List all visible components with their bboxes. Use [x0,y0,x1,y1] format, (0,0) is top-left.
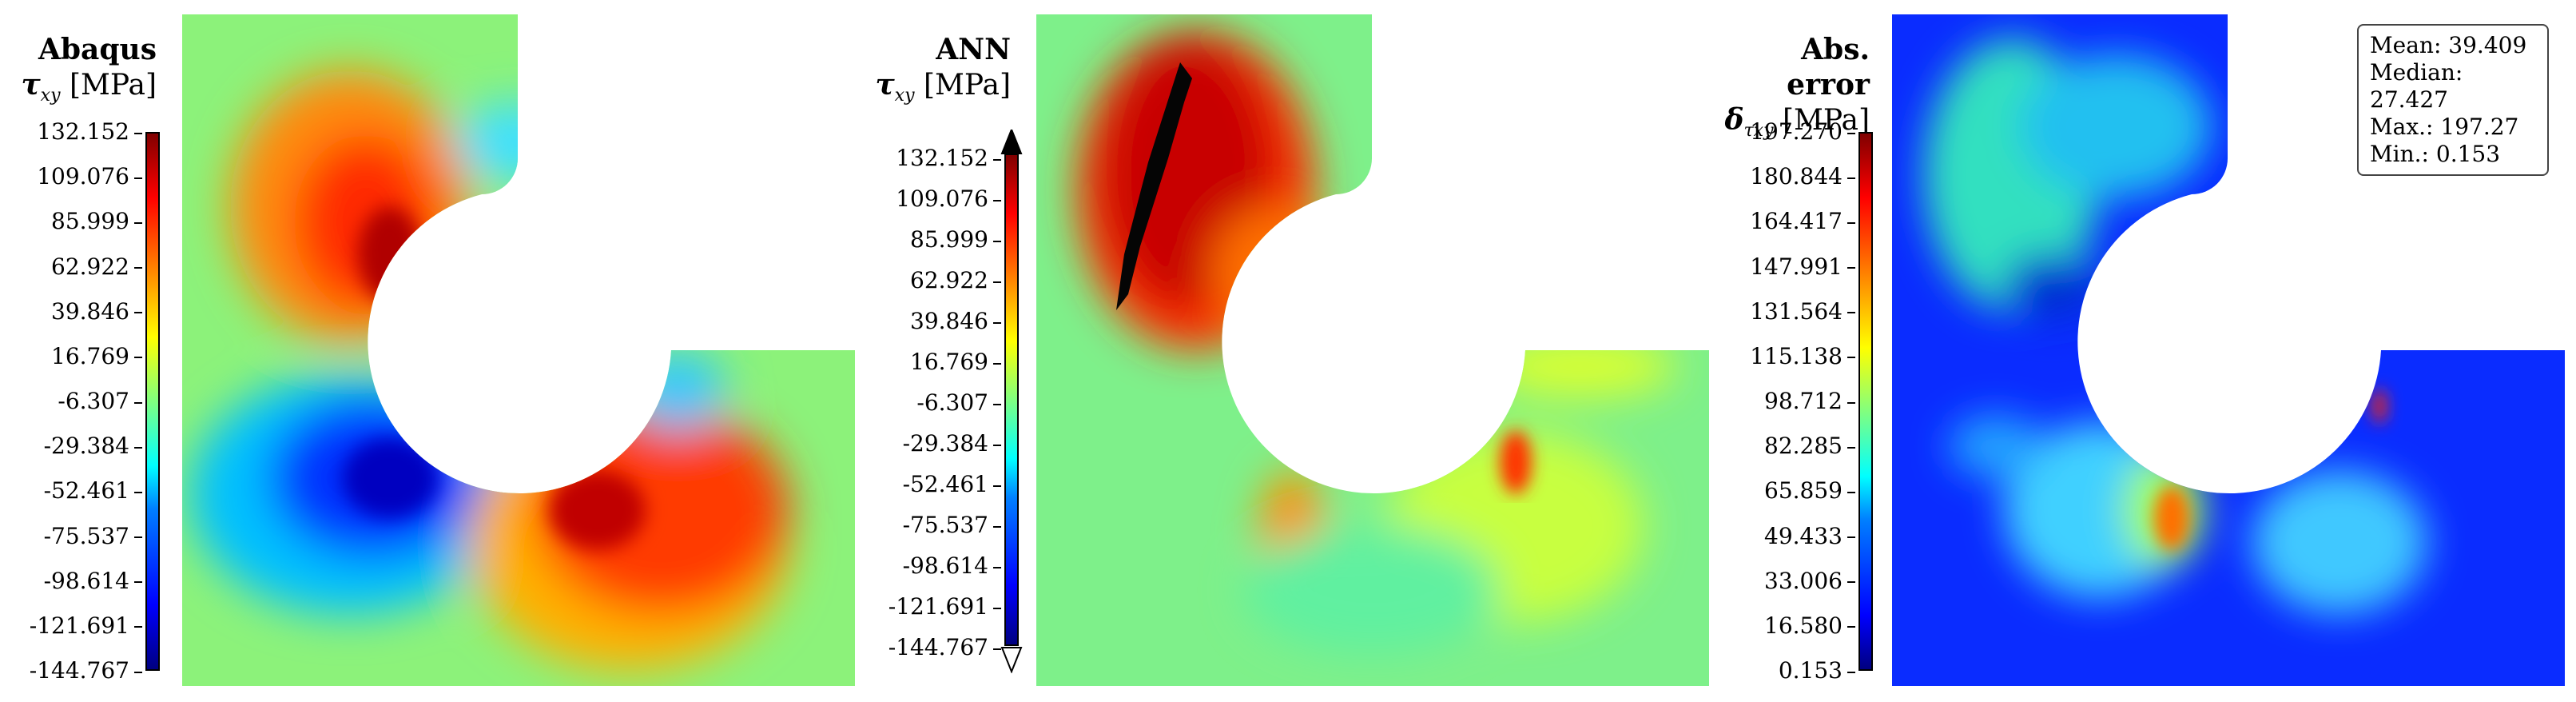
colorbar-tick-label: 39.846 [51,300,142,323]
panel-title: Abaqus [38,33,157,66]
colorbar-tick-label: 85.999 [910,229,1001,251]
colorbar-tick-label: -98.614 [44,569,142,592]
colorbar-tick-label: 109.076 [37,166,142,188]
colorbar-tick-label: -29.384 [44,435,142,457]
colorbar-tick-label: 115.138 [1750,345,1855,368]
colorbar [145,132,160,671]
colorbar-tick-label: 16.580 [1764,614,1855,637]
colorbar-ticks: 132.152 109.076 85.999 62.922 39.846 16.769 -6… [0,121,142,682]
stat-max: Max.: 197.27 [2370,114,2519,140]
colorbar-tick-label: -52.461 [903,473,1001,496]
colorbar-tick-label: 109.076 [896,188,1001,210]
stat-min: Min.: 0.153 [2370,141,2501,167]
stress-field-ann [1036,14,1709,686]
colorbar-tick-label: 197.270 [1750,121,1855,143]
colorbar-ticks: 197.270 180.844 164.417 147.991 131.564 115.1… [1695,121,1855,682]
colorbar-tick-label: 0.153 [1779,660,1855,682]
colorbar-tick-label: 33.006 [1764,569,1855,592]
colorbar-tick-label: 180.844 [1750,166,1855,188]
colorbar-tick-label: 16.769 [51,345,142,368]
colorbar [1004,154,1019,646]
colorbar-title: Abaqus τxy [MPa] [0,32,157,114]
colorbar-tick-label: -6.307 [916,392,1001,414]
colorbar-tick-label: 62.922 [51,255,142,278]
colorbar-tick-label: -121.691 [888,596,1001,618]
stat-mean: Mean: 39.409 [2370,32,2527,58]
colorbar-tick-label: -6.307 [58,390,142,413]
colorbar-tick-label: 132.152 [896,147,1001,170]
panel-ann: ANN τxy [MPa] 132.152 109.076 85.999 62.922… [859,0,1718,702]
colorbar-tick-label: -98.614 [903,555,1001,577]
panel-title: Abs. error [1787,33,1870,102]
colorbar-tick-label: -144.767 [30,660,142,682]
colorbar-tick-label: 82.285 [1764,435,1855,457]
colorbar-tick-label: 49.433 [1764,525,1855,548]
colorbar-tick-label: -52.461 [44,480,142,502]
panel-title: ANN [936,33,1011,66]
colorbar-title: ANN τxy [MPa] [859,32,1011,114]
stat-median: Median: 27.427 [2370,59,2463,113]
colorbar-tick-label: 16.769 [910,351,1001,373]
colorbar-extend-arrows [1000,130,1023,673]
colorbar [1858,132,1873,671]
colorbar-tick-label: 62.922 [910,269,1001,292]
colorbar-tick-label: 132.152 [37,121,142,143]
colorbar-tick-label: -29.384 [903,433,1001,455]
panel-abaqus: Abaqus τxy [MPa] 132.152 109.076 85.999 62.… [0,0,859,702]
colorbar-tick-label: 164.417 [1750,210,1855,233]
colorbar-tick-label: -75.537 [903,514,1001,536]
colorbar-tick-label: -144.767 [888,636,1001,659]
colorbar-tick-label: 65.859 [1764,480,1855,502]
panel-abs-error: Abs. error δτxy [MPa] 197.270 180.844 164.… [1718,0,2576,702]
colorbar-tick-label: -121.691 [30,614,142,637]
stress-field-abaqus [182,14,855,686]
statistics-box: Mean: 39.409 Median: 27.427 Max.: 197.27… [2357,24,2549,176]
colorbar-tick-label: 147.991 [1750,255,1855,278]
colorbar-tick-label: 39.846 [910,310,1001,333]
colorbar-label: τxy [MPa] [21,68,157,106]
colorbar-tick-label: 131.564 [1750,300,1855,323]
colorbar-tick-label: 98.712 [1764,390,1855,413]
colorbar-ticks: 132.152 109.076 85.999 62.922 39.846 16.769 -6… [841,147,1001,659]
colorbar-label: τxy [MPa] [875,68,1011,106]
colorbar-tick-label: 85.999 [51,210,142,233]
colorbar-tick-label: -75.537 [44,525,142,548]
